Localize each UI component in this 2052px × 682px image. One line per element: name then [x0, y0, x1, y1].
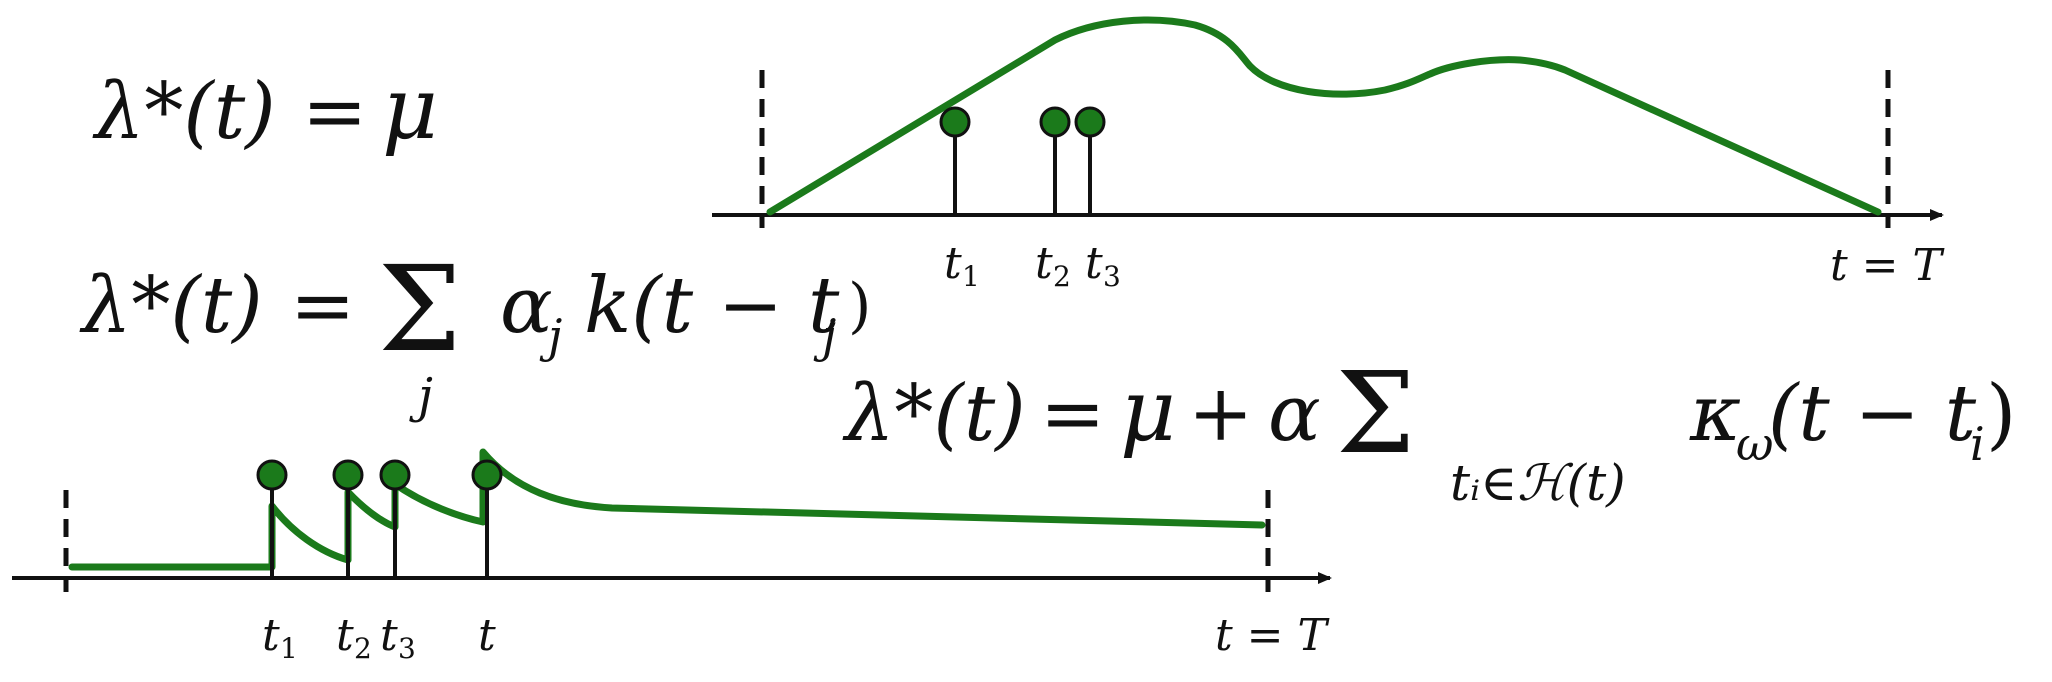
- bottom-event-3-label: t: [380, 610, 398, 661]
- hawkes-sigma: Σ: [1336, 349, 1415, 479]
- sum-kernel-lhs: λ*(t): [79, 261, 263, 351]
- bottom-event-3-marker: [379, 459, 411, 491]
- hawkes-argument-sub: i: [1970, 417, 1985, 471]
- top-event-3-sub: 3: [1103, 260, 1121, 293]
- top-event-1-marker: [939, 106, 971, 138]
- bottom-intensity-curve: [68, 448, 1266, 571]
- bottom-event-current-marker: [471, 459, 503, 491]
- bottom-event-2-label: t: [336, 610, 354, 661]
- hawkes-mu: μ: [1120, 361, 1176, 461]
- hawkes-argument: (t − t: [1768, 369, 1977, 459]
- bottom-event-current-label: t: [478, 610, 496, 661]
- top-event-1-sub: 1: [962, 260, 980, 293]
- bottom-event-1: t 1: [256, 459, 298, 665]
- top-event-2-marker: [1039, 106, 1071, 138]
- top-event-1: t 1: [939, 106, 980, 293]
- bottom-event-3: t 3: [379, 459, 416, 665]
- top-event-2: t 2: [1035, 106, 1071, 293]
- hawkes-lhs: λ*(t): [842, 369, 1026, 459]
- equation-hawkes: λ*(t) = μ + α Σ tᵢ∈ℋ(t) κ ω (t − t i ): [842, 349, 2016, 512]
- bottom-event-2-sub: 2: [354, 632, 372, 665]
- top-intensity-curve: [766, 16, 1882, 216]
- bottom-event-1-marker: [256, 459, 288, 491]
- bottom-event-1-sub: 1: [280, 632, 298, 665]
- poisson-rhs: μ: [382, 59, 438, 159]
- bottom-event-current: t: [471, 459, 503, 661]
- hawkes-sum-subscript: tᵢ∈ℋ(t): [1450, 454, 1626, 512]
- top-event-3-marker: [1074, 106, 1106, 138]
- sum-kernel-sigma: Σ: [378, 240, 461, 378]
- sum-kernel-equals: =: [290, 261, 355, 351]
- top-event-3: t 3: [1074, 106, 1121, 293]
- sum-kernel-alpha: α: [500, 261, 553, 351]
- hawkes-kappa: κ: [1689, 369, 1741, 459]
- bottom-end-label: t = T: [1215, 610, 1331, 661]
- bottom-event-1-label: t: [262, 610, 280, 661]
- bottom-event-2: t 2: [332, 459, 372, 665]
- hawkes-equals: =: [1040, 369, 1105, 459]
- top-event-3-label: t: [1085, 238, 1103, 289]
- top-event-2-label: t: [1035, 238, 1053, 289]
- bottom-event-3-sub: 3: [398, 632, 416, 665]
- hawkes-plus: +: [1188, 369, 1253, 459]
- bottom-event-2-marker: [332, 459, 364, 491]
- hawkes-kappa-sub: ω: [1736, 417, 1774, 471]
- sum-kernel-close: ): [848, 271, 871, 341]
- equation-poisson: λ*(t) = μ: [92, 59, 438, 159]
- hawkes-alpha: α: [1268, 369, 1321, 459]
- bottom-panel: t 1 t 2 t 3 t t = T: [12, 448, 1332, 665]
- top-event-2-sub: 2: [1053, 260, 1071, 293]
- poisson-lhs: λ*(t): [92, 67, 276, 157]
- top-panel: t 1 t 2 t 3 t = T: [712, 16, 1946, 293]
- top-end-label: t = T: [1830, 240, 1946, 291]
- equation-sum-kernel: λ*(t) = Σ j α j k(t − t j ): [79, 240, 871, 424]
- poisson-equals: =: [302, 67, 367, 157]
- sum-kernel-kernel: k(t − t: [584, 261, 840, 351]
- top-event-1-label: t: [944, 238, 962, 289]
- hawkes-close: ): [1986, 369, 2016, 459]
